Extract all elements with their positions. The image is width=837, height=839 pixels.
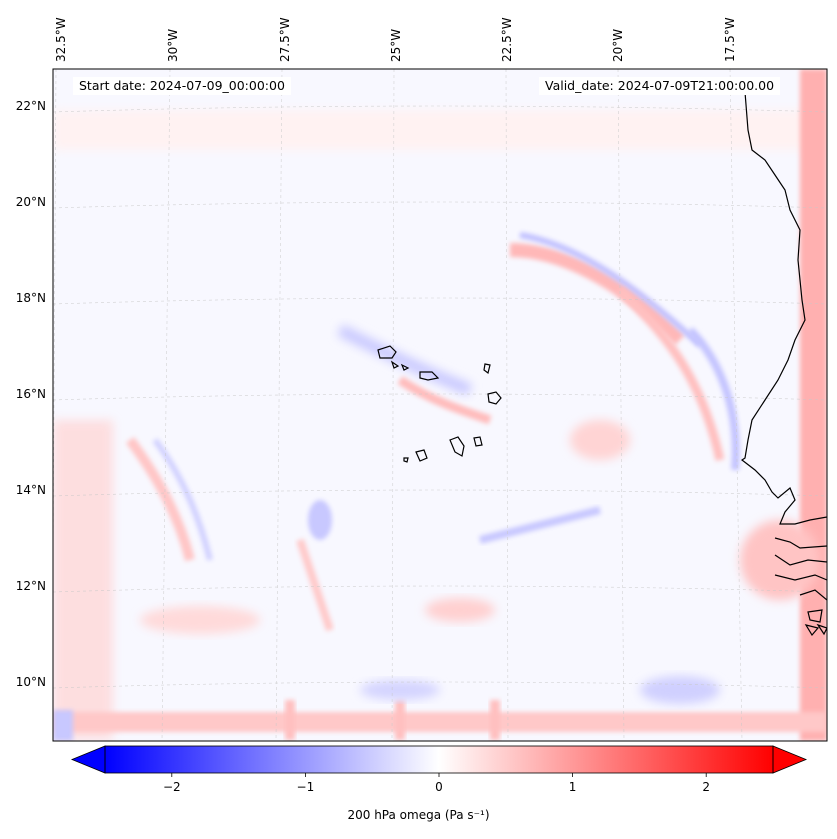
start-date-label: Start date: 2024-07-09_00:00:00 bbox=[73, 77, 291, 95]
lat-label: 14°N bbox=[15, 483, 46, 497]
colorbar-label: 200 hPa omega (Pa s⁻¹) bbox=[347, 808, 490, 822]
colorbar-tick-label: −2 bbox=[162, 780, 181, 794]
lat-label: 12°N bbox=[15, 579, 46, 593]
colorbar-ticks bbox=[171, 773, 707, 777]
colorbar-tick-label: 0 bbox=[435, 780, 443, 794]
valid-date-label: Valid_date: 2024-07-09T21:00:00.00 bbox=[539, 77, 781, 95]
colorbar-extend-max bbox=[772, 745, 808, 774]
colorbar-gradient bbox=[105, 746, 773, 773]
colorbar-extend-min bbox=[70, 745, 106, 774]
lat-label: 10°N bbox=[15, 675, 46, 689]
lat-label: 18°N bbox=[15, 291, 46, 305]
colorbar-tick-label: 1 bbox=[568, 780, 577, 794]
omega-field bbox=[53, 69, 827, 741]
lat-label: 16°N bbox=[15, 387, 46, 401]
map-frame bbox=[52, 68, 828, 742]
lat-label: 20°N bbox=[15, 195, 46, 209]
colorbar-tick-label: 2 bbox=[702, 780, 711, 794]
lat-label: 22°N bbox=[15, 99, 46, 113]
colorbar bbox=[70, 745, 808, 777]
gridlines bbox=[53, 69, 827, 741]
coastlines bbox=[377, 91, 827, 637]
colorbar-tick-label: −1 bbox=[296, 780, 315, 794]
